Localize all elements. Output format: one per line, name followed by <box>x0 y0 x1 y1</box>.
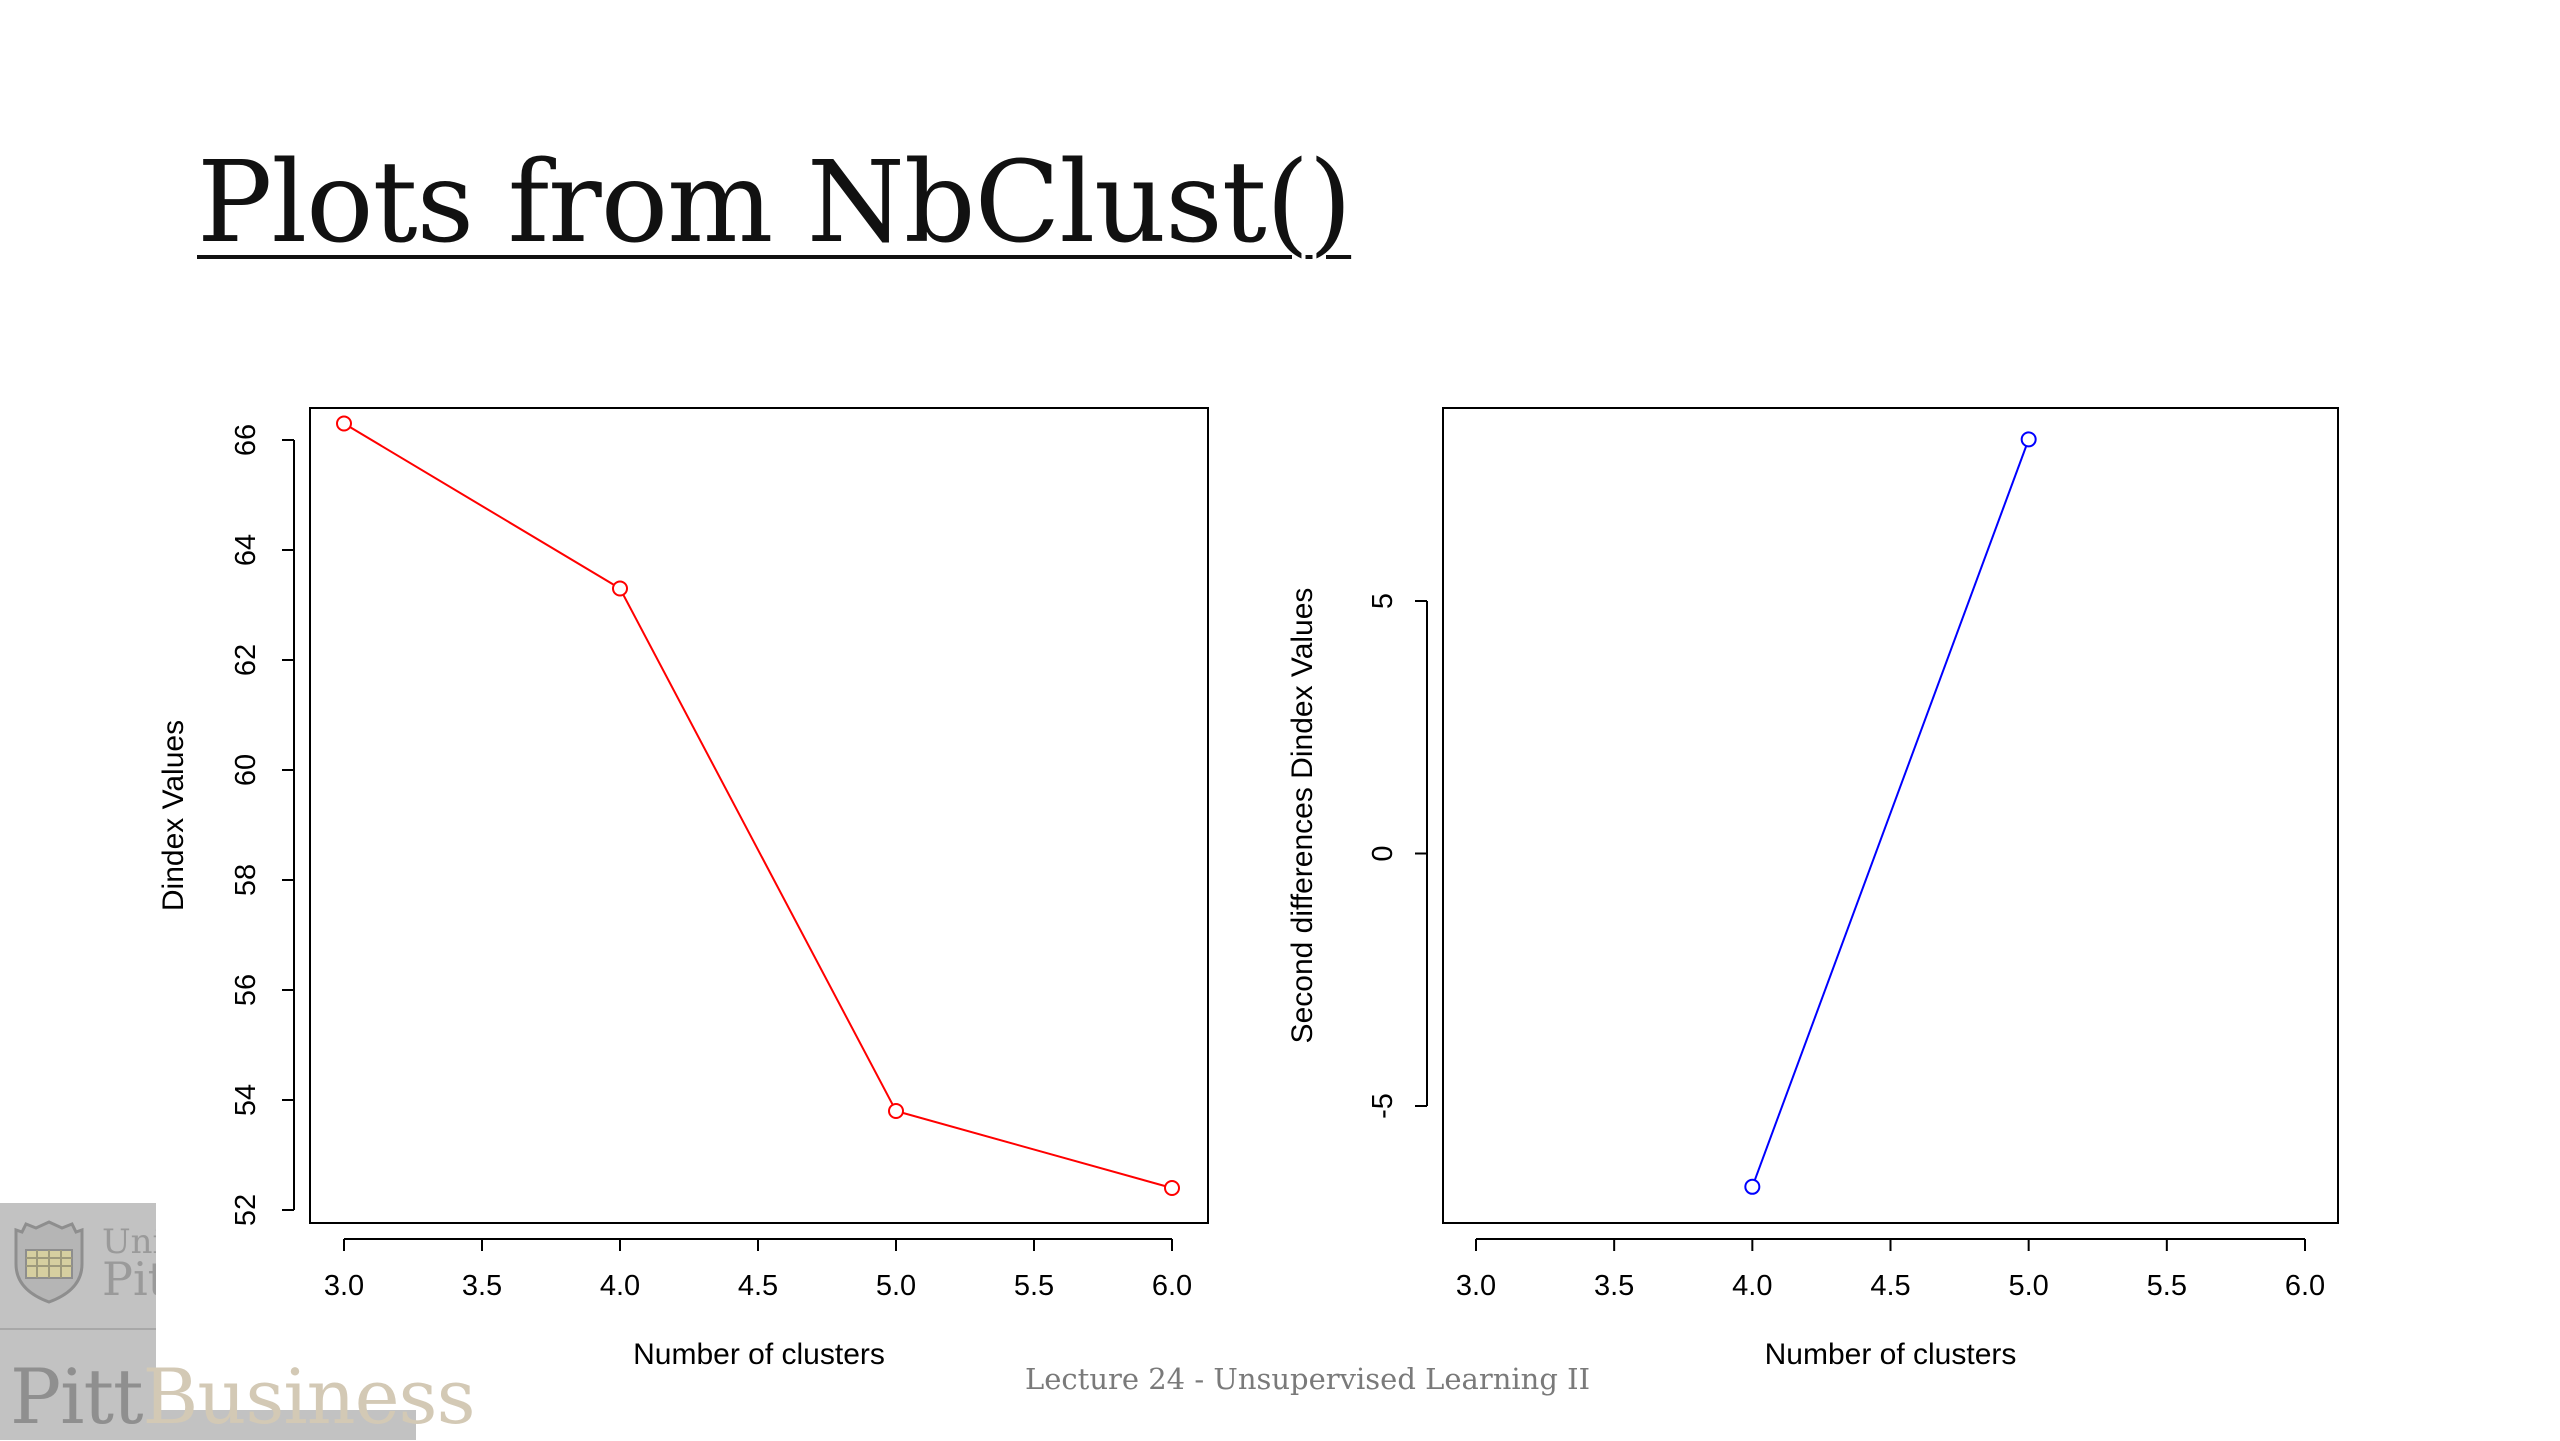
pitt-business-logo: PittBusiness <box>10 1352 476 1441</box>
data-point <box>2020 431 2037 448</box>
y-tick-label: 5 <box>1367 593 1399 609</box>
y-tick-label: 54 <box>230 1084 262 1116</box>
slide-title: Plots from NbClust() <box>197 138 1352 268</box>
data-point <box>336 415 352 432</box>
data-point <box>612 580 628 597</box>
data-point <box>1744 1178 1761 1195</box>
series-line <box>1751 439 2030 1188</box>
x-axis-title: Number of clusters <box>1765 1338 2017 1371</box>
y-tick-label: -5 <box>1367 1093 1399 1119</box>
y-tick-label: 0 <box>1367 845 1399 861</box>
y-axis-title: Dindex Values <box>157 720 190 911</box>
logo-pitt-text: Pitt <box>102 1252 156 1306</box>
x-axis-title: Number of clusters <box>633 1338 885 1371</box>
x-tick-label: 6.0 <box>2285 1270 2325 1302</box>
university-seal-icon <box>14 1220 84 1304</box>
y-tick-label: 64 <box>230 534 262 566</box>
x-tick-label: 5.0 <box>2009 1270 2049 1302</box>
plot-frame <box>309 407 1209 1224</box>
logo-divider <box>0 1328 156 1330</box>
y-tick-label: 66 <box>230 424 262 456</box>
logo-business-word: Business <box>142 1352 476 1441</box>
x-tick-label: 4.0 <box>1732 1270 1772 1302</box>
x-tick-label: 5.5 <box>1014 1270 1054 1302</box>
data-point <box>1164 1180 1180 1196</box>
y-tick-label: 60 <box>230 754 262 786</box>
x-tick-label: 4.5 <box>1870 1270 1910 1302</box>
x-tick-label: 5.5 <box>2147 1270 2187 1302</box>
series-line <box>343 422 1173 1189</box>
logo-background-strip <box>156 1410 416 1440</box>
y-tick-label: 56 <box>230 974 262 1006</box>
x-tick-label: 3.0 <box>324 1270 364 1302</box>
x-tick-label: 5.0 <box>876 1270 916 1302</box>
x-tick-label: 4.5 <box>738 1270 778 1302</box>
y-tick-label: 52 <box>230 1194 262 1226</box>
logo-pitt-word: Pitt <box>10 1352 144 1441</box>
logo-university-text: Univ <box>102 1222 156 1262</box>
plot-frame <box>1442 407 2339 1224</box>
x-tick-label: 4.0 <box>600 1270 640 1302</box>
y-axis-title: Second differences Dindex Values <box>1286 588 1319 1044</box>
data-point <box>888 1103 904 1119</box>
slide-footer: Lecture 24 - Unsupervised Learning II <box>1025 1362 1591 1396</box>
x-tick-label: 3.5 <box>462 1270 502 1302</box>
x-tick-label: 3.5 <box>1594 1270 1634 1302</box>
x-tick-label: 6.0 <box>1152 1270 1192 1302</box>
y-tick-label: 62 <box>230 644 262 676</box>
x-tick-label: 3.0 <box>1456 1270 1496 1302</box>
dindex-plot: 3.0 3.5 4.0 4.5 5.0 5.5 6.0 52 54 56 58 60 62 64 66 Num… <box>157 407 1209 1371</box>
second-differences-plot: 3.0 3.5 4.0 4.5 5.0 5.5 6.0 -5 0 5 Number of clust… <box>1286 407 2339 1371</box>
y-tick-label: 58 <box>230 864 262 896</box>
